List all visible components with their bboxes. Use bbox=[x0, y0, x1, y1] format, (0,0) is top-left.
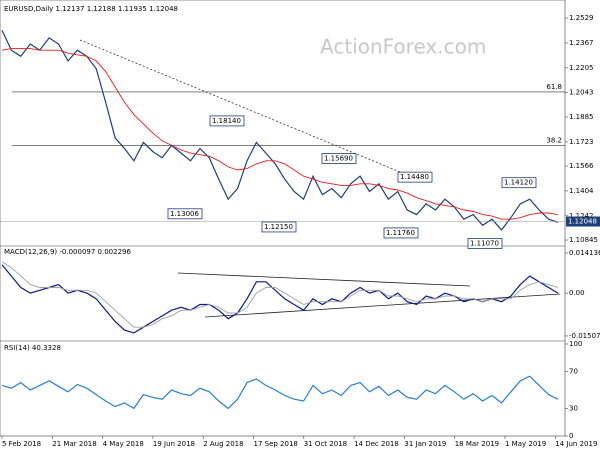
y-tick-label: 1.1885 bbox=[569, 113, 594, 121]
x-tick-label: 19 Jun 2018 bbox=[153, 440, 195, 448]
price-label-box bbox=[261, 221, 297, 233]
x-tick-label: 5 Feb 2018 bbox=[2, 440, 41, 448]
x-tick-label: 18 Mar 2019 bbox=[455, 440, 499, 448]
chart-title: EURUSD,Daily 1.12137 1.12188 1.11935 1.1… bbox=[4, 5, 178, 13]
x-tick-label: 1 May 2019 bbox=[505, 440, 546, 448]
y-tick-label: 30 bbox=[569, 404, 578, 412]
y-tick-label: 100 bbox=[569, 340, 582, 348]
x-tick-label: 17 Sep 2018 bbox=[254, 440, 298, 448]
level-label: 61.8 bbox=[546, 83, 562, 91]
series-line bbox=[1, 48, 559, 220]
panel-title: RSI(14) 40.3328 bbox=[4, 344, 61, 352]
price-label-box bbox=[467, 238, 503, 249]
series-line bbox=[1, 375, 559, 410]
level-label: 38.2 bbox=[546, 136, 562, 144]
x-tick-label: 4 May 2018 bbox=[103, 440, 144, 448]
y-tick-label: -0.015076 bbox=[569, 332, 600, 340]
price-label-box bbox=[501, 177, 537, 189]
series-line bbox=[1, 29, 559, 231]
y-tick-label: 70 bbox=[569, 368, 578, 376]
x-tick-label: 14 Jun 2019 bbox=[555, 440, 597, 448]
y-tick-label: 1.1404 bbox=[569, 187, 594, 195]
trend-line bbox=[177, 272, 471, 287]
x-tick-label: 2 Aug 2018 bbox=[203, 440, 243, 448]
price-label-box bbox=[167, 208, 203, 220]
x-tick-label: 31 Jan 2019 bbox=[404, 440, 446, 448]
x-tick-label: 21 Mar 2018 bbox=[52, 440, 96, 448]
panel-title: MACD(12,26,9) -0.000097 0.002296 bbox=[4, 248, 131, 256]
y-tick-label: 1.10845 bbox=[569, 236, 598, 244]
price-label: 1.14120 bbox=[504, 179, 533, 187]
y-tick-label: 1.2367 bbox=[569, 39, 594, 47]
watermark: ActionForex.com bbox=[320, 35, 486, 59]
series-line bbox=[1, 264, 559, 334]
price-label: 1.14480 bbox=[400, 173, 429, 181]
price-label: 1.11070 bbox=[470, 240, 499, 248]
price-label-box bbox=[209, 115, 245, 127]
price-label-box bbox=[383, 227, 419, 239]
series-line bbox=[1, 261, 559, 328]
x-tick-label: 31 Oct 2018 bbox=[304, 440, 347, 448]
current-price-box bbox=[566, 216, 600, 227]
y-tick-label: 1.1723 bbox=[569, 138, 594, 146]
price-label: 1.18140 bbox=[212, 117, 241, 125]
y-tick-label: 1.1566 bbox=[569, 162, 594, 170]
price-label-box bbox=[397, 171, 433, 183]
price-label: 1.13006 bbox=[170, 210, 199, 218]
trend-line bbox=[79, 39, 401, 173]
y-tick-label: 1.2529 bbox=[569, 14, 594, 22]
y-tick-label: 1.2205 bbox=[569, 64, 594, 72]
y-tick-label: 1.1242 bbox=[569, 212, 594, 220]
x-tick-label: 14 Dec 2018 bbox=[354, 440, 399, 448]
y-tick-label: 0.014136 bbox=[569, 249, 600, 257]
y-tick-label: 0 bbox=[569, 432, 573, 440]
plot-frame bbox=[0, 0, 566, 437]
y-tick-label: 1.2043 bbox=[569, 89, 594, 97]
price-label: 1.15690 bbox=[324, 155, 353, 163]
price-label-box bbox=[321, 153, 357, 164]
y-tick-label: 0.00 bbox=[569, 289, 585, 297]
price-label: 1.12150 bbox=[264, 223, 293, 231]
price-label: 1.11760 bbox=[386, 229, 415, 237]
current-price-label: 1.12048 bbox=[568, 218, 597, 226]
trend-line bbox=[204, 293, 561, 318]
